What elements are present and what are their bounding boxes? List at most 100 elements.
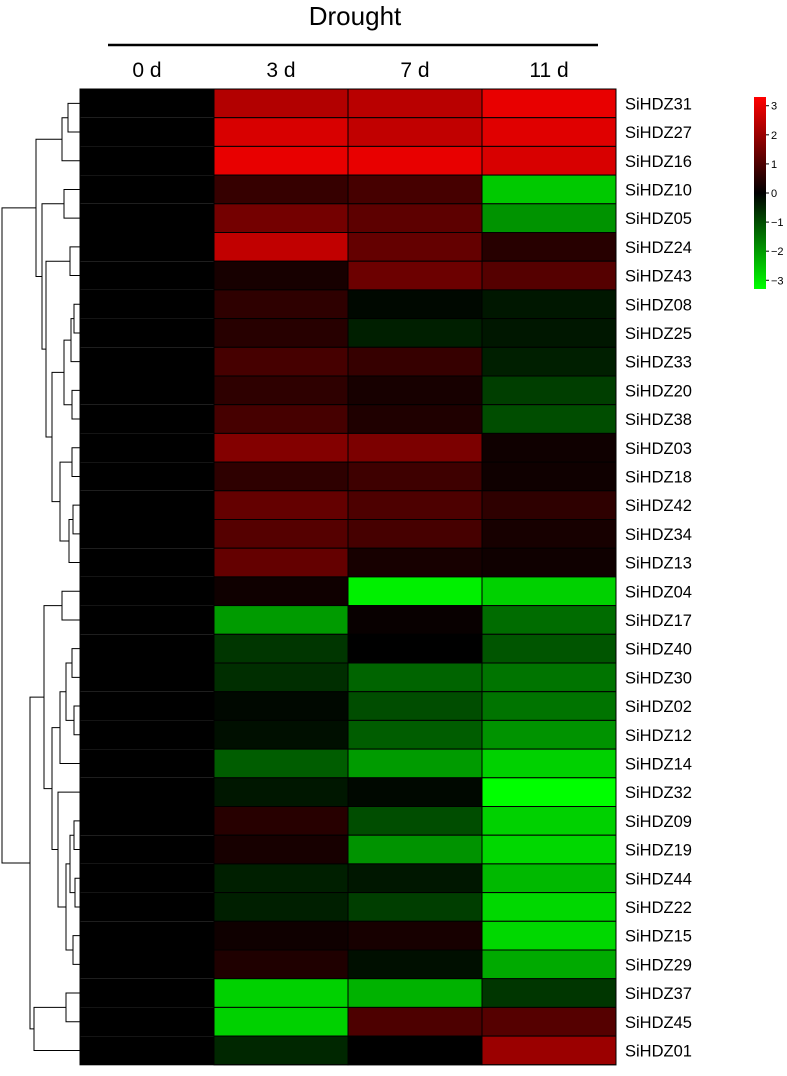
heatmap-cell bbox=[213, 863, 349, 894]
heatmap-cell bbox=[80, 1007, 214, 1037]
dendrogram-branch bbox=[73, 303, 80, 334]
heatmap-cell bbox=[347, 920, 483, 951]
heatmap-cell bbox=[80, 720, 214, 750]
heatmap-cell bbox=[80, 462, 214, 491]
heatmap-cell bbox=[481, 88, 617, 119]
heatmap-cell bbox=[80, 921, 214, 950]
row-label: SiHDZ43 bbox=[625, 268, 692, 286]
heatmap-cell bbox=[80, 863, 214, 893]
row-label: SiHDZ20 bbox=[625, 382, 692, 400]
legend-tick-label: −3 bbox=[771, 275, 784, 287]
row-label: SiHDZ02 bbox=[625, 698, 692, 716]
row-label: SiHDZ24 bbox=[625, 239, 692, 257]
heatmap-cell bbox=[213, 461, 349, 492]
heatmap-cell bbox=[213, 978, 349, 1008]
heatmap-cell bbox=[481, 232, 617, 262]
chart-title: Drought bbox=[309, 1, 402, 31]
heatmap-cell bbox=[347, 519, 483, 549]
heatmap-cell bbox=[213, 892, 349, 922]
heatmap-cell bbox=[347, 834, 483, 865]
dendrogram-branch bbox=[65, 662, 74, 721]
heatmap-cell bbox=[213, 949, 349, 980]
heatmap-cell bbox=[213, 490, 349, 520]
column-label-0: 0 d bbox=[132, 59, 161, 82]
heatmap-cell bbox=[80, 576, 214, 606]
heatmap-cell bbox=[481, 404, 617, 434]
row-label: SiHDZ37 bbox=[625, 985, 692, 1003]
heatmap-cell bbox=[347, 346, 483, 377]
heatmap-cell bbox=[481, 174, 617, 205]
heatmap-cell bbox=[213, 691, 349, 721]
heatmap-cell bbox=[481, 576, 617, 607]
heatmap-cell bbox=[213, 232, 349, 262]
row-label: SiHDZ40 bbox=[625, 641, 692, 659]
heatmap-cell bbox=[213, 748, 349, 779]
dendrogram-branch bbox=[1, 207, 36, 864]
heatmap-cell bbox=[213, 174, 349, 205]
column-label-3: 11 d bbox=[529, 59, 568, 82]
row-label: SiHDZ13 bbox=[625, 555, 692, 573]
heatmap-cell bbox=[481, 432, 617, 463]
heatmap-cell bbox=[481, 490, 617, 520]
row-label: SiHDZ10 bbox=[625, 181, 692, 199]
dendrogram-branch bbox=[51, 727, 60, 851]
heatmap-cell bbox=[481, 949, 617, 980]
heatmap-cell bbox=[481, 691, 617, 721]
heatmap-cell bbox=[347, 777, 483, 807]
dendrogram-branch bbox=[71, 389, 80, 420]
heatmap-cell bbox=[481, 1035, 617, 1066]
row-label: SiHDZ31 bbox=[625, 95, 692, 113]
dendrogram-branch bbox=[71, 648, 80, 678]
heatmap-cell bbox=[213, 318, 349, 348]
row-label: SiHDZ29 bbox=[625, 956, 692, 974]
heatmap-cell bbox=[213, 117, 349, 147]
heatmap-cell bbox=[80, 89, 214, 118]
heatmap-cell bbox=[481, 748, 617, 779]
row-label: SiHDZ05 bbox=[625, 210, 692, 228]
heatmap-cell bbox=[481, 863, 617, 894]
heatmap-cell bbox=[481, 719, 617, 750]
legend-tick-label: 2 bbox=[771, 130, 777, 142]
heatmap-cell bbox=[347, 949, 483, 980]
row-label: SiHDZ30 bbox=[625, 669, 692, 687]
heatmap-cell bbox=[481, 145, 617, 176]
heatmap-cell bbox=[481, 375, 617, 406]
heatmap-cell bbox=[80, 175, 214, 204]
dendrogram-branch bbox=[67, 102, 80, 133]
heatmap-cell bbox=[481, 289, 617, 320]
row-label: SiHDZ04 bbox=[625, 583, 692, 601]
row-label: SiHDZ12 bbox=[625, 727, 692, 745]
row-label: SiHDZ25 bbox=[625, 325, 692, 343]
heatmap-cell bbox=[481, 547, 617, 578]
heatmap-cell bbox=[80, 318, 214, 348]
dendrogram-branch bbox=[41, 203, 64, 350]
row-label: SiHDZ18 bbox=[625, 468, 692, 486]
heatmap-cell bbox=[80, 232, 214, 262]
heatmap-cell bbox=[213, 834, 349, 865]
heatmap-cell bbox=[347, 404, 483, 434]
legend-tick-label: 0 bbox=[771, 188, 777, 200]
dendrogram-branch bbox=[43, 605, 62, 790]
heatmap-cell bbox=[80, 289, 214, 319]
row-labels: SiHDZ31 SiHDZ27 SiHDZ16 SiHDZ10 SiHDZ05 SiHDZ… bbox=[625, 95, 692, 1060]
legend-tick-label: 3 bbox=[771, 101, 777, 113]
heatmap-cell bbox=[80, 1036, 214, 1065]
dendrogram-branch bbox=[61, 590, 80, 621]
dendrogram-branch bbox=[74, 877, 80, 908]
heatmap-cell bbox=[347, 748, 483, 779]
heatmap-cell bbox=[481, 605, 617, 635]
heatmap-cell bbox=[213, 719, 349, 750]
heatmap-cell bbox=[347, 232, 483, 262]
heatmap-cell bbox=[80, 691, 214, 721]
row-label: SiHDZ44 bbox=[625, 870, 692, 888]
heatmap-cell bbox=[213, 203, 349, 234]
dendrogram-branch bbox=[70, 318, 80, 363]
heatmap-cell bbox=[80, 203, 214, 233]
heatmap-cell bbox=[80, 749, 214, 778]
heatmap-cell bbox=[80, 548, 214, 577]
row-label: SiHDZ33 bbox=[625, 354, 692, 372]
dendrogram-branch bbox=[59, 691, 80, 764]
heatmap-cell bbox=[347, 806, 483, 836]
heatmap-cell bbox=[213, 145, 349, 176]
